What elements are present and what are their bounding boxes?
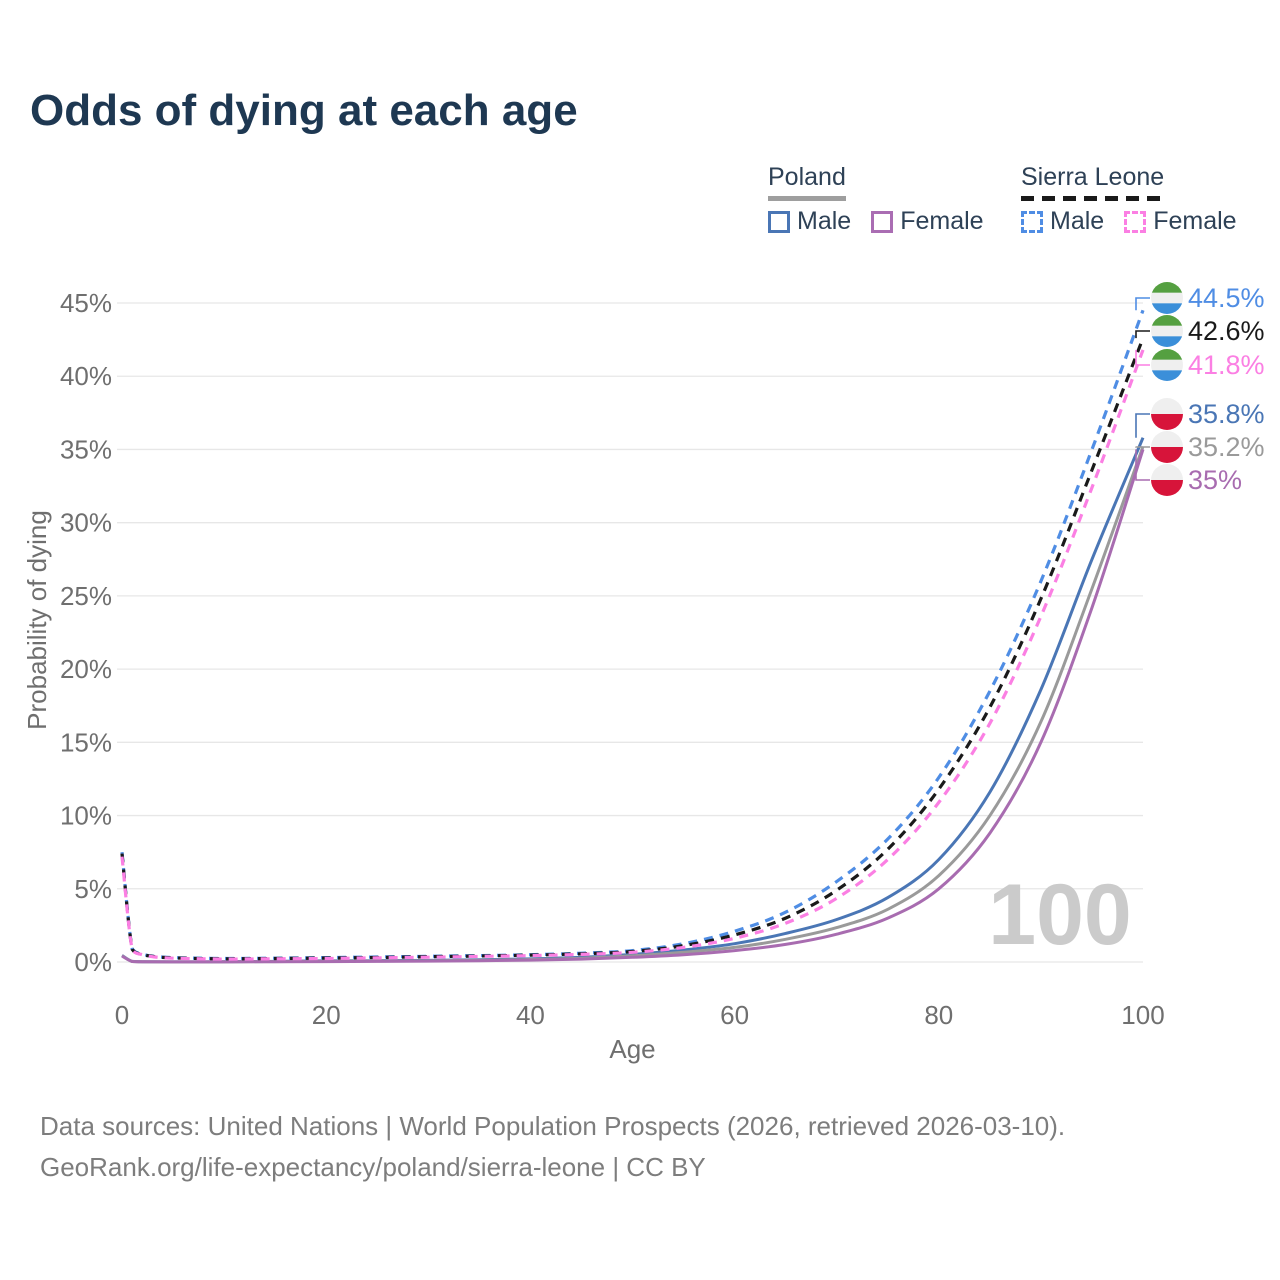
y-tick-label: 15%: [60, 727, 112, 757]
legend-title-poland[interactable]: Poland: [768, 163, 846, 201]
end-label-sl_female: 41.8%: [1188, 350, 1265, 380]
y-tick-label: 20%: [60, 654, 112, 684]
y-tick-label: 45%: [60, 288, 112, 318]
legend-row-sierra-leone: Male Female: [1021, 207, 1237, 236]
end-label-pl_male: 35.8%: [1188, 399, 1265, 429]
x-tick-label: 0: [115, 1000, 129, 1030]
y-tick-label: 25%: [60, 581, 112, 611]
legend-item-poland-female[interactable]: Female: [871, 207, 984, 236]
x-tick-label: 100: [1121, 1000, 1164, 1030]
flag-stripe: [1151, 282, 1183, 294]
flag-stripe: [1151, 315, 1183, 327]
end-label-sl_male: 44.5%: [1188, 283, 1265, 313]
end-label-connector-sl_male: [1135, 297, 1150, 311]
flag-stripe: [1151, 370, 1183, 381]
series-line-sl_female[interactable]: [120, 349, 1145, 961]
flag-stripe: [1151, 303, 1183, 314]
x-tick-label: 60: [720, 1000, 749, 1030]
flag-poland-icon: [1151, 398, 1183, 430]
flag-stripe: [1151, 431, 1183, 448]
y-tick-label: 10%: [60, 801, 112, 831]
y-tick-label: 0%: [74, 947, 112, 977]
flag-sierra-leone-icon: [1151, 349, 1183, 381]
sierra-leone-female-swatch-icon: [1124, 210, 1147, 233]
legend-item-sierra-leone-male[interactable]: Male: [1021, 207, 1104, 236]
legend-title-sierra-leone[interactable]: Sierra Leone: [1021, 163, 1165, 201]
legend-item-poland-male[interactable]: Male: [768, 207, 851, 236]
y-tick-label: 35%: [60, 434, 112, 464]
series-line-sl_male[interactable]: [120, 309, 1145, 961]
page-title: Odds of dying at each age: [30, 86, 578, 135]
end-label-connector-pl_female: [1135, 449, 1150, 481]
flag-stripe: [1151, 336, 1183, 347]
footer: Data sources: United Nations | World Pop…: [40, 1106, 1065, 1188]
footer-data-sources: Data sources: United Nations | World Pop…: [40, 1111, 1066, 1141]
flag-stripe: [1151, 325, 1183, 337]
flag-stripe: [1151, 292, 1183, 304]
flag-sierra-leone-icon: [1151, 315, 1183, 347]
end-label-pl_both: 35.2%: [1188, 432, 1265, 462]
legend-item-sierra-leone-female[interactable]: Female: [1124, 207, 1237, 236]
flag-stripe: [1151, 359, 1183, 371]
end-label-pl_female: 35%: [1188, 465, 1242, 495]
sierra-leone-male-swatch-icon: [1021, 210, 1043, 233]
x-tick-label: 40: [516, 1000, 545, 1030]
legend-row-poland: Male Female: [768, 207, 984, 236]
flag-stripe: [1151, 480, 1183, 496]
y-tick-label: 5%: [74, 874, 112, 904]
y-tick-label: 30%: [60, 508, 112, 538]
legend-label-poland-male: Male: [797, 207, 852, 235]
poland-male-swatch-icon: [768, 210, 790, 233]
flag-stripe: [1151, 398, 1183, 415]
legend-label-poland-female: Female: [900, 207, 984, 235]
end-label-connector-pl_male: [1135, 413, 1150, 438]
flag-stripe: [1151, 349, 1183, 361]
legend-group-poland: Poland Male Female: [768, 163, 984, 236]
legend-label-sierra-leone-male: Male: [1050, 207, 1105, 235]
flag-poland-icon: [1151, 431, 1183, 463]
series-line-sl_both[interactable]: [120, 337, 1145, 961]
flag-sierra-leone-icon: [1151, 282, 1183, 314]
y-axis-title: Probability of dying: [22, 510, 52, 730]
end-label-connector-sl_both: [1135, 330, 1150, 339]
y-tick-label: 40%: [60, 361, 112, 391]
series-line-pl_female[interactable]: [121, 448, 1145, 964]
footer-attribution: GeoRank.org/life-expectancy/poland/sierr…: [40, 1152, 706, 1182]
poland-female-swatch-icon: [871, 210, 894, 233]
x-tick-label: 20: [312, 1000, 341, 1030]
flag-stripe: [1151, 447, 1183, 463]
legend: Poland Male Female Sierra Leone Male: [0, 0, 1280, 250]
x-axis-title: Age: [609, 1034, 655, 1064]
end-label-connector-pl_both: [1135, 446, 1150, 448]
legend-group-sierra-leone: Sierra Leone Male Female: [1021, 163, 1237, 236]
flag-poland-icon: [1151, 464, 1183, 496]
legend-label-sierra-leone-female: Female: [1153, 207, 1237, 235]
flag-stripe: [1151, 414, 1183, 430]
age-watermark: 100: [988, 867, 1132, 963]
x-tick-label: 80: [924, 1000, 953, 1030]
end-label-sl_both: 42.6%: [1188, 316, 1265, 346]
end-label-connector-sl_female: [1135, 349, 1150, 366]
flag-stripe: [1151, 464, 1183, 481]
